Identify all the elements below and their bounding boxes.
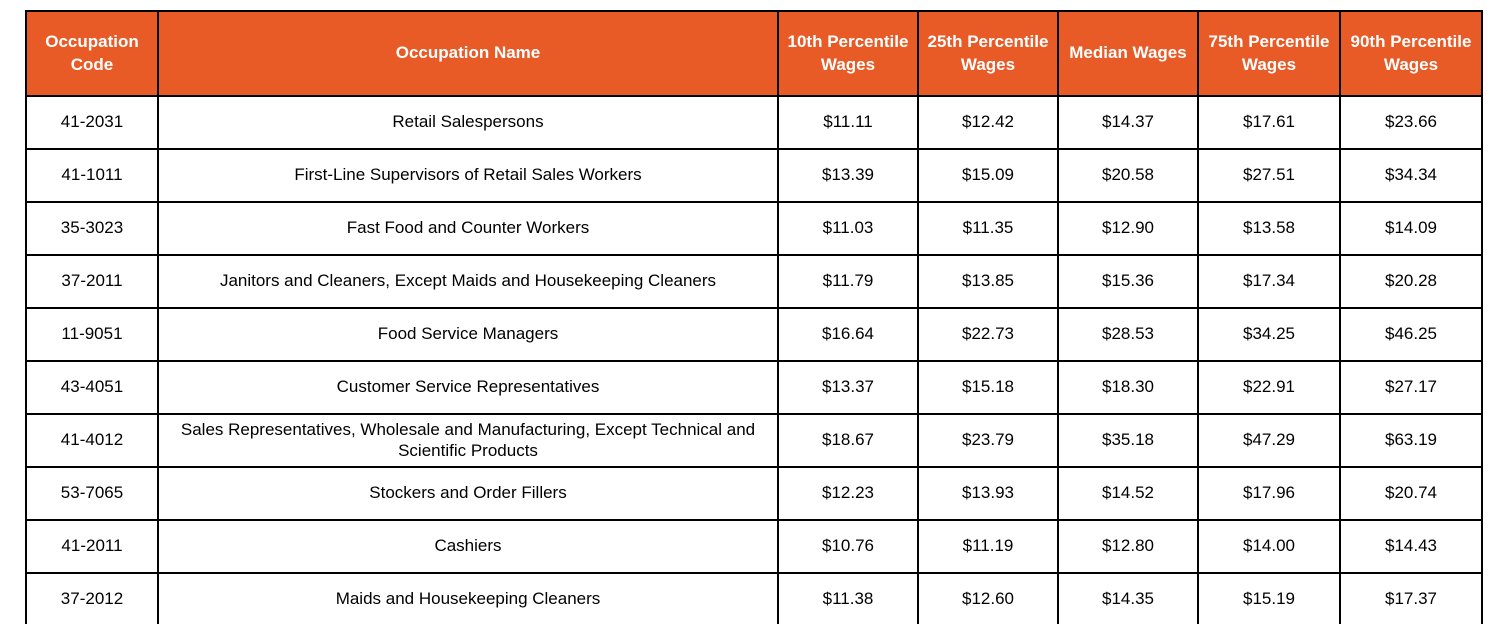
table-row: 11-9051 Food Service Managers $16.64 $22… — [25, 307, 1483, 362]
cell-occupation-name: Retail Salespersons — [157, 95, 779, 150]
cell-wage-median: $12.80 — [1057, 519, 1199, 574]
cell-occupation-code: 35-3023 — [25, 201, 159, 256]
cell-wage-75th: $17.34 — [1197, 254, 1341, 309]
cell-occupation-code: 53-7065 — [25, 466, 159, 521]
table-row: 43-4051 Customer Service Representatives… — [25, 360, 1483, 415]
column-header-occupation-name: Occupation Name — [157, 10, 779, 97]
column-header-75th-percentile-wages: 75th Percentile Wages — [1197, 10, 1341, 97]
cell-occupation-code: 37-2012 — [25, 572, 159, 624]
cell-wage-median: $15.36 — [1057, 254, 1199, 309]
column-header-median-wages: Median Wages — [1057, 10, 1199, 97]
table-body: 41-2031 Retail Salespersons $11.11 $12.4… — [25, 95, 1483, 624]
cell-wage-10th: $11.11 — [777, 95, 919, 150]
table-row: 53-7065 Stockers and Order Fillers $12.2… — [25, 466, 1483, 521]
cell-wage-25th: $12.42 — [917, 95, 1059, 150]
cell-wage-25th: $11.35 — [917, 201, 1059, 256]
cell-wage-25th: $12.60 — [917, 572, 1059, 624]
cell-wage-90th: $14.09 — [1339, 201, 1483, 256]
cell-wage-10th: $18.67 — [777, 413, 919, 468]
cell-wage-75th: $27.51 — [1197, 148, 1341, 203]
cell-wage-25th: $13.85 — [917, 254, 1059, 309]
cell-wage-75th: $34.25 — [1197, 307, 1341, 362]
table-row: 35-3023 Fast Food and Counter Workers $1… — [25, 201, 1483, 256]
cell-wage-75th: $17.61 — [1197, 95, 1341, 150]
cell-occupation-code: 41-2031 — [25, 95, 159, 150]
cell-wage-10th: $16.64 — [777, 307, 919, 362]
cell-wage-75th: $22.91 — [1197, 360, 1341, 415]
cell-occupation-code: 11-9051 — [25, 307, 159, 362]
cell-occupation-name: Customer Service Representatives — [157, 360, 779, 415]
column-header-occupation-code: Occupation Code — [25, 10, 159, 97]
cell-wage-25th: $23.79 — [917, 413, 1059, 468]
cell-wage-90th: $27.17 — [1339, 360, 1483, 415]
cell-wage-median: $20.58 — [1057, 148, 1199, 203]
cell-wage-25th: $15.18 — [917, 360, 1059, 415]
table-header: Occupation Code Occupation Name 10th Per… — [25, 10, 1483, 97]
cell-wage-75th: $47.29 — [1197, 413, 1341, 468]
cell-wage-90th: $20.28 — [1339, 254, 1483, 309]
cell-occupation-code: 41-1011 — [25, 148, 159, 203]
cell-wage-90th: $63.19 — [1339, 413, 1483, 468]
cell-wage-90th: $34.34 — [1339, 148, 1483, 203]
cell-wage-75th: $17.96 — [1197, 466, 1341, 521]
table-row: 41-1011 First-Line Supervisors of Retail… — [25, 148, 1483, 203]
cell-wage-median: $14.35 — [1057, 572, 1199, 624]
cell-wage-median: $18.30 — [1057, 360, 1199, 415]
cell-occupation-code: 37-2011 — [25, 254, 159, 309]
cell-occupation-name: Food Service Managers — [157, 307, 779, 362]
cell-occupation-name: Fast Food and Counter Workers — [157, 201, 779, 256]
cell-occupation-code: 43-4051 — [25, 360, 159, 415]
cell-wage-75th: $13.58 — [1197, 201, 1341, 256]
cell-wage-10th: $12.23 — [777, 466, 919, 521]
cell-wage-90th: $17.37 — [1339, 572, 1483, 624]
cell-wage-10th: $11.38 — [777, 572, 919, 624]
cell-wage-25th: $22.73 — [917, 307, 1059, 362]
cell-wage-10th: $10.76 — [777, 519, 919, 574]
cell-occupation-name: Cashiers — [157, 519, 779, 574]
cell-wage-25th: $11.19 — [917, 519, 1059, 574]
cell-wage-25th: $13.93 — [917, 466, 1059, 521]
cell-wage-90th: $20.74 — [1339, 466, 1483, 521]
cell-wage-median: $14.52 — [1057, 466, 1199, 521]
column-header-25th-percentile-wages: 25th Percentile Wages — [917, 10, 1059, 97]
cell-wage-median: $28.53 — [1057, 307, 1199, 362]
cell-wage-10th: $11.79 — [777, 254, 919, 309]
table-row: 41-4012 Sales Representatives, Wholesale… — [25, 413, 1483, 468]
wages-table: Occupation Code Occupation Name 10th Per… — [25, 10, 1483, 624]
table-row: 41-2031 Retail Salespersons $11.11 $12.4… — [25, 95, 1483, 150]
cell-occupation-name: Sales Representatives, Wholesale and Man… — [157, 413, 779, 468]
table-row: 41-2011 Cashiers $10.76 $11.19 $12.80 $1… — [25, 519, 1483, 574]
cell-wage-75th: $14.00 — [1197, 519, 1341, 574]
column-header-90th-percentile-wages: 90th Percentile Wages — [1339, 10, 1483, 97]
cell-wage-10th: $13.39 — [777, 148, 919, 203]
cell-wage-25th: $15.09 — [917, 148, 1059, 203]
cell-wage-median: $12.90 — [1057, 201, 1199, 256]
cell-occupation-code: 41-4012 — [25, 413, 159, 468]
cell-occupation-code: 41-2011 — [25, 519, 159, 574]
cell-wage-90th: $14.43 — [1339, 519, 1483, 574]
table-row: 37-2011 Janitors and Cleaners, Except Ma… — [25, 254, 1483, 309]
header-row: Occupation Code Occupation Name 10th Per… — [25, 10, 1483, 97]
cell-wage-75th: $15.19 — [1197, 572, 1341, 624]
column-header-10th-percentile-wages: 10th Percentile Wages — [777, 10, 919, 97]
cell-occupation-name: Maids and Housekeeping Cleaners — [157, 572, 779, 624]
cell-wage-10th: $11.03 — [777, 201, 919, 256]
table-row: 37-2012 Maids and Housekeeping Cleaners … — [25, 572, 1483, 624]
cell-occupation-name: First-Line Supervisors of Retail Sales W… — [157, 148, 779, 203]
cell-occupation-name: Janitors and Cleaners, Except Maids and … — [157, 254, 779, 309]
cell-occupation-name: Stockers and Order Fillers — [157, 466, 779, 521]
cell-wage-90th: $23.66 — [1339, 95, 1483, 150]
cell-wage-median: $14.37 — [1057, 95, 1199, 150]
cell-wage-90th: $46.25 — [1339, 307, 1483, 362]
cell-wage-10th: $13.37 — [777, 360, 919, 415]
cell-wage-median: $35.18 — [1057, 413, 1199, 468]
